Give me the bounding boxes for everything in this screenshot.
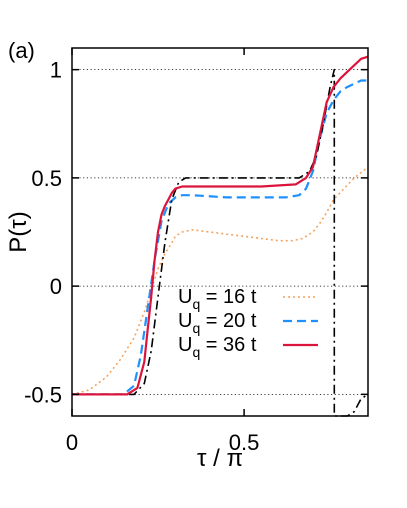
legend-label: Uq = 20 t (178, 310, 257, 336)
legend-label: Uq = 36 t (178, 334, 257, 360)
y-tick-label: 0 (50, 274, 62, 299)
legend: Uq = 16 tUq = 20 tUq = 36 t (178, 286, 318, 360)
series-line-dotted (71, 166, 369, 396)
x-tick-label: 0.5 (229, 430, 260, 455)
panel-label: (a) (8, 38, 35, 63)
y-axis-label: P(τ) (5, 211, 32, 252)
series-line-dashed (72, 79, 368, 396)
plot-frame (71, 47, 369, 417)
legend-label: Uq = 16 t (178, 286, 257, 312)
x-tick-label: 0 (66, 430, 78, 455)
y-tick-label: 0.5 (31, 166, 62, 191)
series-line-solid (72, 55, 369, 396)
y-tick-label: -0.5 (24, 382, 62, 407)
x-axis-label: τ / π (197, 445, 243, 472)
y-tick-label: 1 (50, 58, 62, 83)
